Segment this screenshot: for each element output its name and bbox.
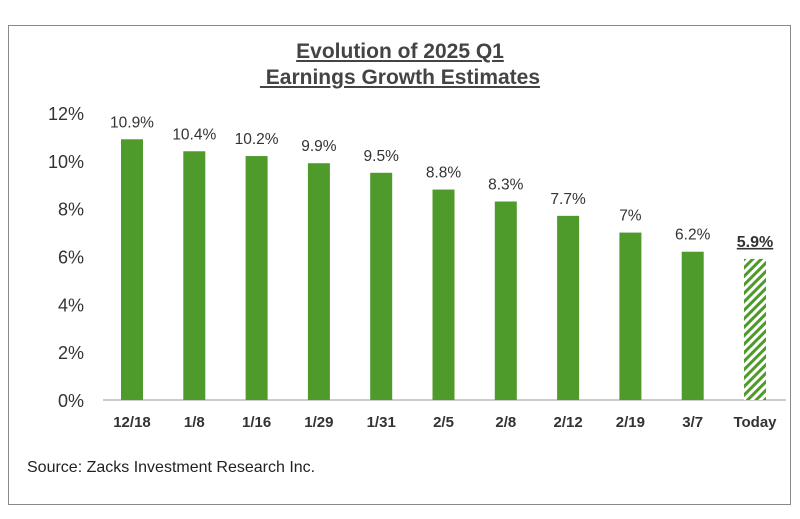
data-label: 6.2%	[675, 227, 711, 244]
bar-3/7	[681, 251, 704, 400]
y-tick-label: 10%	[48, 152, 84, 172]
data-label: 8.8%	[426, 165, 462, 182]
x-tick-label: 2/5	[433, 414, 454, 431]
bar-1/31	[370, 172, 393, 400]
x-tick-label: 2/8	[495, 414, 516, 431]
data-label: 10.9%	[110, 114, 154, 131]
x-tick-label: 1/8	[184, 414, 205, 431]
data-label: 10.4%	[172, 126, 216, 143]
data-label: 8.3%	[488, 176, 524, 193]
data-label: 9.9%	[301, 138, 337, 155]
x-tick-label: Today	[733, 414, 777, 431]
x-tick-label: 1/29	[304, 414, 333, 431]
source-note: Source: Zacks Investment Research Inc.	[27, 459, 316, 476]
bar-Today	[744, 258, 766, 400]
x-tick-label: 3/7	[682, 414, 703, 431]
data-label: 7.7%	[550, 191, 586, 208]
bar-2/8	[494, 201, 517, 400]
x-tick-label: 1/16	[242, 414, 271, 431]
y-tick-label: 0%	[58, 391, 84, 411]
bar-2/19	[619, 232, 642, 400]
x-tick-label: 1/31	[367, 414, 396, 431]
y-tick-label: 4%	[58, 295, 84, 315]
bar-1/16	[245, 156, 268, 400]
data-label: 9.5%	[364, 148, 400, 165]
x-tick-label: 2/12	[553, 414, 582, 431]
bar-1/8	[183, 151, 206, 400]
y-tick-label: 8%	[58, 200, 84, 220]
y-tick-label: 6%	[58, 248, 84, 268]
chart-title-line2: Earnings Growth Estimates	[259, 66, 541, 89]
data-label: 7%	[619, 208, 642, 225]
data-label: 5.9%	[737, 234, 773, 251]
bar-2/12	[557, 215, 580, 400]
bar-1/29	[307, 163, 330, 400]
data-label: 10.2%	[235, 131, 279, 148]
bar-2/5	[432, 189, 455, 400]
chart-title-line1: Evolution of 2025 Q1	[296, 40, 504, 63]
bar-12/18	[121, 139, 143, 400]
x-tick-label: 2/19	[616, 414, 645, 431]
y-tick-label: 2%	[58, 343, 84, 363]
x-tick-label: 12/18	[113, 414, 151, 431]
y-tick-label: 12%	[48, 104, 84, 124]
chart-frame	[8, 25, 791, 505]
